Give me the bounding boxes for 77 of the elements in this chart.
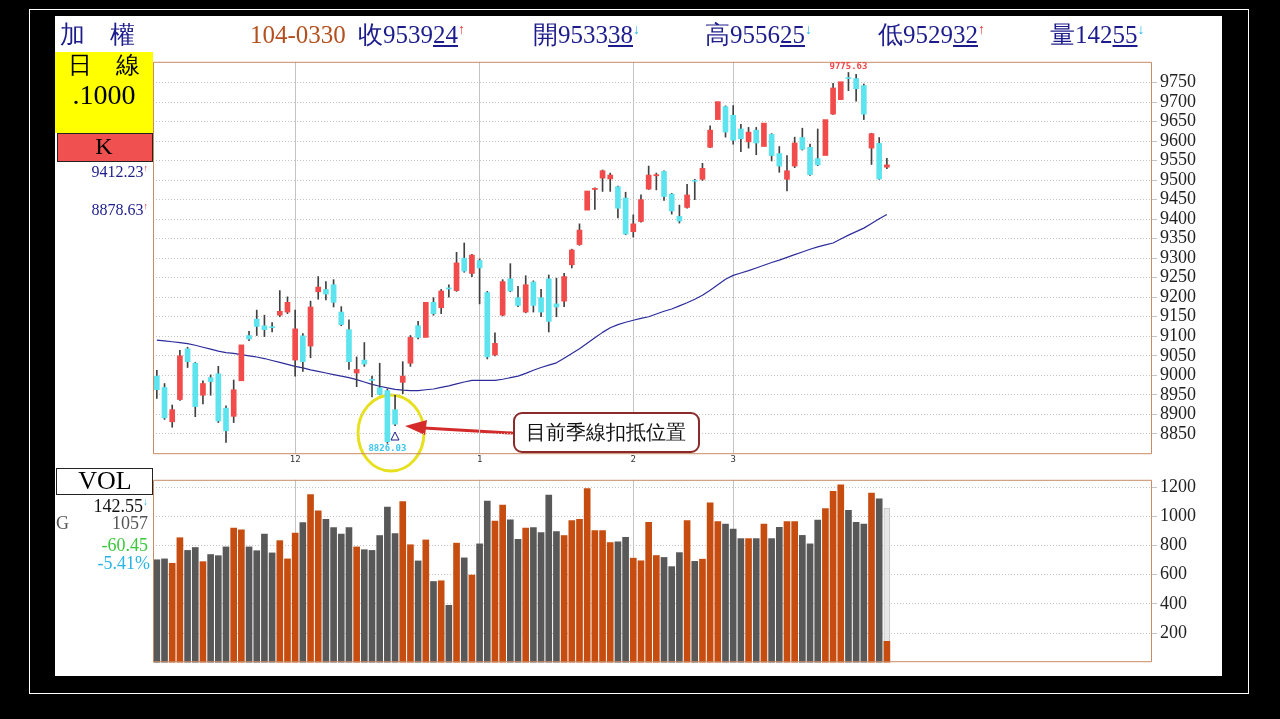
bar [353, 546, 360, 663]
candlestick [361, 342, 368, 367]
candlestick [592, 187, 598, 210]
y-tick-label: 9700 [1160, 90, 1196, 111]
candlestick [607, 172, 614, 192]
y-tick-label: 800 [1160, 534, 1187, 555]
y-tick-label: 9050 [1160, 344, 1196, 365]
candlestick [276, 290, 283, 318]
y-tick-label: 1200 [1160, 475, 1196, 496]
y-tick-label: 9450 [1160, 188, 1196, 209]
y-tick-label: 9400 [1160, 207, 1196, 228]
text: VOL [78, 466, 132, 496]
candlestick [315, 276, 322, 300]
text: 日 線 [68, 52, 140, 80]
x-tick-label: 3 [730, 453, 736, 464]
y-tick-label: 8900 [1160, 403, 1196, 424]
bar [522, 527, 530, 663]
bar [683, 520, 691, 663]
y-tick-label: 9100 [1160, 325, 1196, 346]
y-tick-label: 9150 [1160, 305, 1196, 326]
candlestick [691, 179, 698, 200]
bar [875, 498, 883, 663]
bar [752, 538, 760, 663]
y-tick-label: 8850 [1160, 422, 1196, 443]
text: 量14255$^{↓}$ [1050, 20, 1145, 50]
text: 收953924$^{↑}$ [358, 20, 465, 50]
bar [299, 522, 307, 663]
candlestick [714, 101, 721, 120]
text: 高955625$^{↓}$ [705, 20, 812, 50]
y-tick-label: 9200 [1160, 285, 1196, 306]
y-tick-label: 9250 [1160, 266, 1196, 287]
bar [199, 561, 207, 663]
x-tick-label: 2 [630, 453, 636, 464]
bar [691, 561, 699, 663]
annotation: 目前季線扣抵位置 [526, 419, 686, 444]
text: .1000 [72, 78, 136, 112]
y-tick-label: 600 [1160, 563, 1187, 584]
annotation: 9775.63 [829, 61, 868, 72]
text: 8878.63$^{↑}$ [91, 200, 148, 220]
candlestick [837, 81, 844, 100]
bar [745, 538, 752, 663]
candlestick [399, 361, 406, 395]
y-tick-label: 200 [1160, 621, 1187, 642]
text: 開953338$^{↓}$ [533, 20, 640, 50]
y-tick-label: 9750 [1160, 71, 1196, 92]
bar [453, 542, 460, 663]
y-tick-label: 9000 [1160, 364, 1196, 385]
y-tick-label: 400 [1160, 592, 1187, 613]
y-tick-label: 8950 [1160, 383, 1196, 404]
y-tick-label: 9550 [1160, 149, 1196, 170]
y-tick-label: 9650 [1160, 110, 1196, 131]
text: 9412.23$^{↑}$ [91, 162, 148, 182]
text: K [95, 133, 113, 161]
candlestick [422, 301, 429, 338]
y-tick-label: 9350 [1160, 227, 1196, 248]
chart-title: 加 權 [60, 20, 135, 50]
y-tick-label: 9300 [1160, 246, 1196, 267]
y-tick-label: 9500 [1160, 168, 1196, 189]
bar [760, 523, 768, 663]
bar [460, 557, 468, 663]
candlestick [761, 122, 767, 147]
candlestick [369, 375, 375, 398]
y-tick-label: 1000 [1160, 505, 1196, 526]
x-tick-label: 1 [476, 453, 483, 464]
bar [437, 580, 445, 663]
candlestick [584, 190, 591, 211]
chart-subtitle: 104-0330 [250, 20, 346, 50]
y-tick-label: 9600 [1160, 129, 1196, 150]
candlestick [269, 322, 275, 333]
x-tick-label: 12 [289, 453, 301, 464]
text: G [56, 512, 69, 534]
bar [430, 581, 437, 663]
candlestick [814, 128, 821, 166]
text: 低952932$^{↑}$ [878, 20, 985, 50]
annotation: 8826.03 [368, 443, 407, 454]
bar [422, 539, 430, 663]
bar [868, 492, 875, 663]
